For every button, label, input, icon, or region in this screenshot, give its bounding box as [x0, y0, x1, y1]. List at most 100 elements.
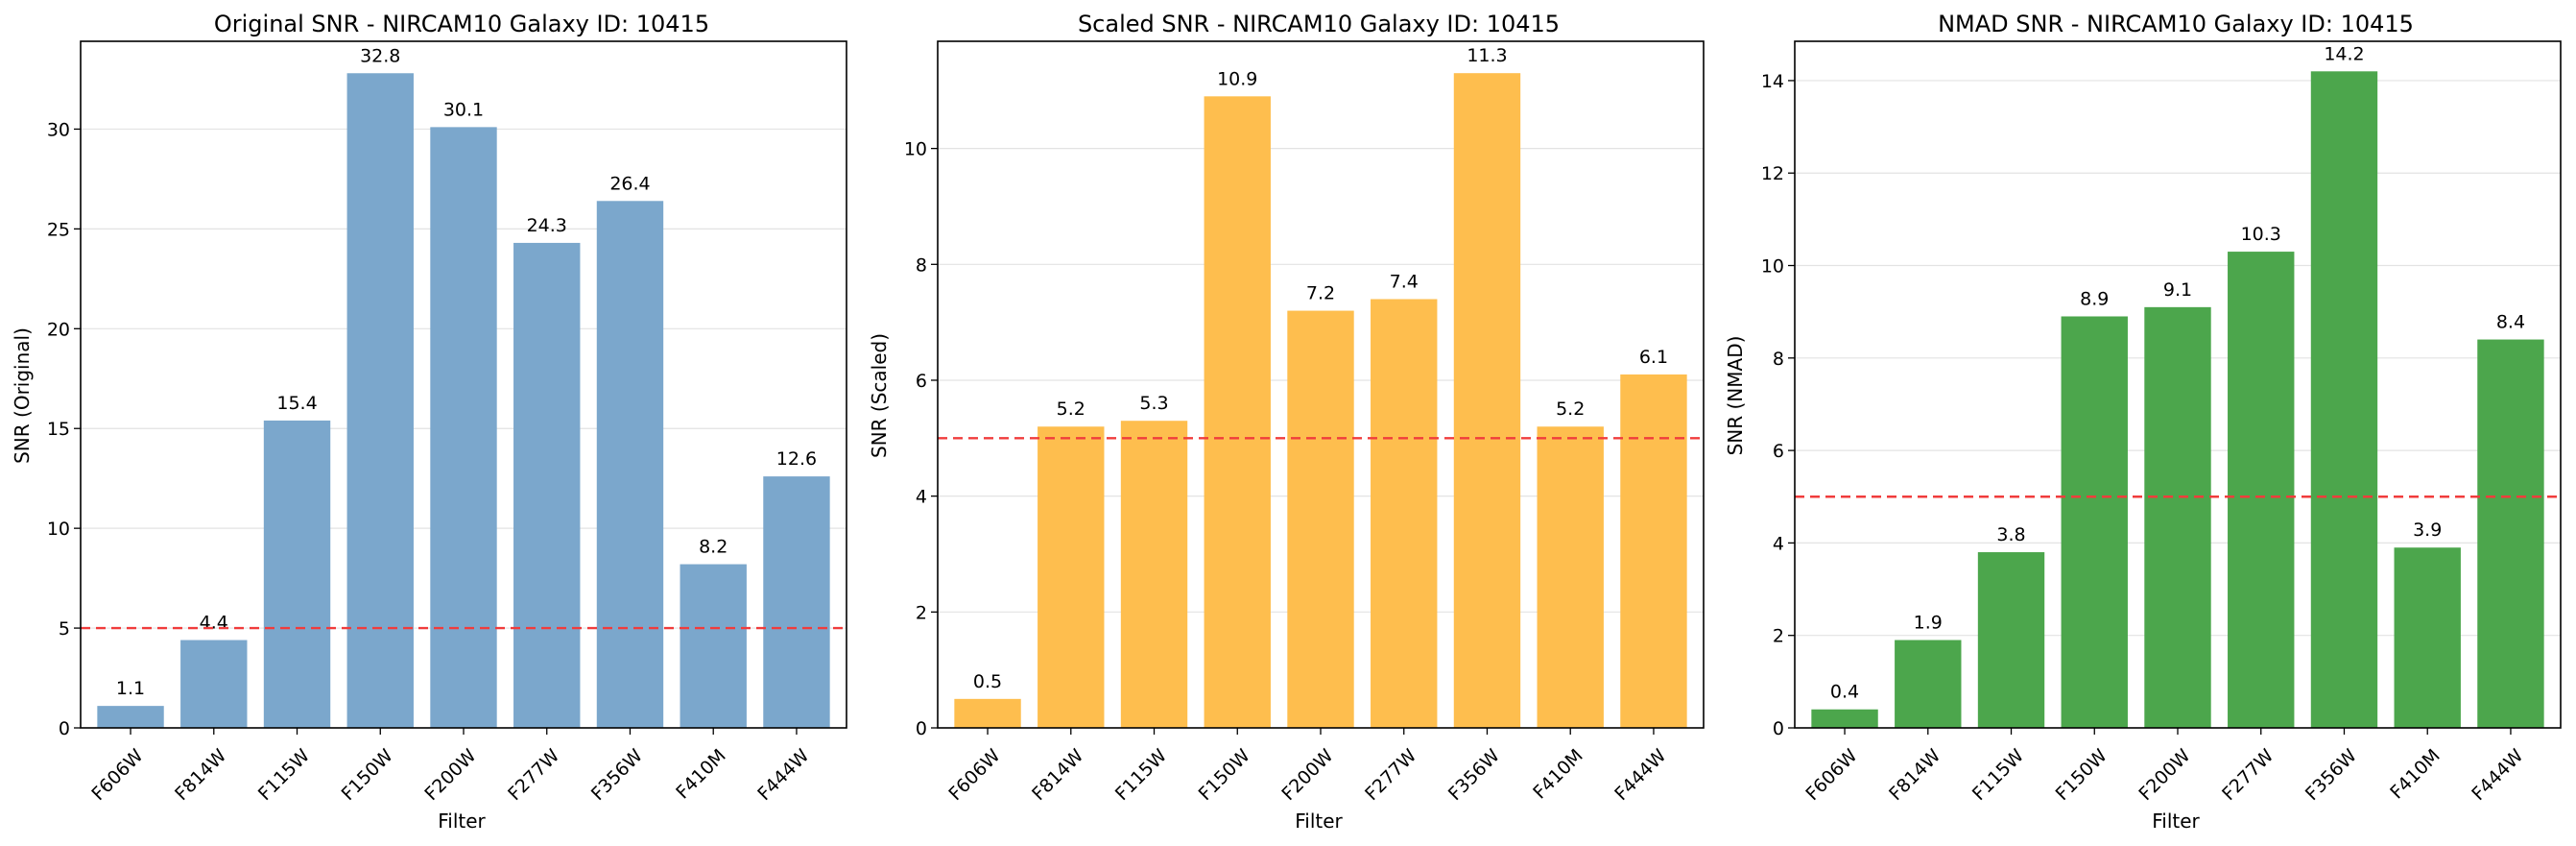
x-tick-label: F356W [2302, 745, 2361, 805]
x-tick-label: F410M [2386, 745, 2445, 804]
y-tick-label: 20 [47, 319, 70, 340]
bar-f606w [954, 698, 1021, 728]
x-axis-ticks: F606W F814W F115W F150W F200W F277W F356W F410M… [1801, 728, 2528, 805]
y-axis-ticks: 0 5 10 15 20 25 30 [47, 119, 81, 739]
y-tick-label: 25 [47, 219, 70, 240]
bar-f444w [1620, 374, 1687, 728]
bar-f200w [1287, 310, 1354, 728]
plot-frame [937, 40, 1705, 729]
bars: 0.4 1.9 3.8 8.9 9.1 10.3 14.2 3.9 8.4 [1811, 43, 2544, 729]
x-tick-label: F814W [1885, 745, 1944, 805]
y-tick-label: 2 [1773, 626, 1784, 647]
chart-title: Scaled SNR - NIRCAM10 Galaxy ID: 10415 [1078, 11, 1560, 37]
bar-value-label: 5.2 [1556, 399, 1585, 420]
x-tick-label: F444W [1610, 745, 1670, 805]
y-axis-ticks: 0 2 4 6 8 10 [904, 139, 938, 739]
x-tick-label: F606W [1801, 745, 1861, 805]
bar-f814w [1038, 426, 1105, 728]
x-tick-label: F356W [587, 745, 647, 805]
y-axis-label: SNR (NMAD) [1724, 336, 1747, 456]
x-axis-label: Filter [2152, 810, 2200, 833]
y-tick-label: 12 [1761, 163, 1784, 184]
bar-f115w [1977, 552, 2045, 728]
bar-f150w [346, 73, 414, 729]
bar-f277w [2228, 252, 2295, 728]
y-tick-label: 30 [47, 119, 70, 140]
x-tick-label: F200W [420, 745, 480, 805]
bar-value-label: 3.9 [2413, 520, 2442, 541]
bar-f277w [513, 242, 581, 729]
y-tick-label: 0 [916, 718, 927, 739]
bar-f606w [1811, 709, 1878, 728]
bar-value-label: 0.5 [973, 671, 1002, 692]
y-tick-label: 8 [916, 254, 927, 276]
bar-value-label: 9.1 [2163, 279, 2192, 301]
bar-f115w [263, 420, 331, 728]
x-tick-label: F444W [753, 745, 813, 805]
bar-value-label: 1.9 [1914, 613, 1943, 634]
bar-f356w [2310, 71, 2378, 729]
bar-f356w [596, 201, 664, 729]
bar-value-label: 1.1 [116, 678, 145, 699]
bar-value-label: 12.6 [776, 448, 817, 470]
x-tick-label: F606W [944, 745, 1004, 805]
y-axis-label: SNR (Scaled) [868, 333, 891, 458]
x-tick-label: F410M [672, 745, 730, 804]
bar-value-label: 32.8 [360, 45, 400, 66]
x-tick-label: F150W [338, 745, 397, 805]
bar-value-label: 30.1 [443, 99, 484, 120]
bars: 0.5 5.2 5.3 10.9 7.2 7.4 11.3 5.2 6.1 [954, 45, 1687, 728]
bar-f410m [1537, 426, 1604, 728]
y-axis-ticks: 0 2 4 6 8 10 12 14 [1761, 71, 1795, 739]
bar-f444w [763, 476, 830, 728]
bar-f410m [680, 564, 747, 728]
y-tick-label: 6 [1773, 441, 1784, 462]
bar-value-label: 10.9 [1217, 68, 1257, 89]
y-tick-label: 14 [1761, 71, 1784, 92]
bar-f814w [1895, 640, 1962, 728]
bar-f444w [2477, 339, 2544, 728]
x-tick-label: F277W [504, 745, 563, 805]
chart-title: NMAD SNR - NIRCAM10 Galaxy ID: 10415 [1938, 11, 2414, 37]
bar-value-label: 8.2 [699, 537, 727, 558]
bar-f606w [97, 706, 164, 728]
bar-f200w [430, 127, 497, 728]
y-tick-label: 4 [916, 487, 927, 508]
bars: 1.1 4.4 15.4 32.8 30.1 24.3 26.4 8.2 12.6 [97, 45, 830, 729]
bar-value-label: 8.9 [2080, 288, 2109, 309]
bar-value-label: 8.4 [2496, 312, 2525, 333]
y-tick-label: 0 [59, 718, 70, 739]
x-tick-label: F115W [1111, 745, 1171, 805]
x-tick-label: F150W [1195, 745, 1254, 805]
x-axis-ticks: F606W F814W F115W F150W F200W F277W F356W F410M… [87, 728, 814, 805]
chart-panel-original-snr: Original SNR - NIRCAM10 Galaxy ID: 10415… [11, 11, 847, 833]
x-tick-label: F444W [2468, 745, 2527, 805]
bar-f410m [2394, 547, 2461, 728]
x-tick-label: F606W [87, 745, 147, 805]
chart-panel-scaled-snr: Scaled SNR - NIRCAM10 Galaxy ID: 10415 F… [868, 11, 1705, 833]
bar-value-label: 5.3 [1139, 393, 1168, 414]
y-tick-label: 6 [916, 371, 927, 392]
x-axis-label: Filter [438, 810, 486, 833]
x-tick-label: F200W [2135, 745, 2194, 805]
bar-f150w [1204, 96, 1271, 728]
bar-value-label: 11.3 [1467, 45, 1507, 66]
x-tick-label: F200W [1277, 745, 1337, 805]
x-tick-label: F277W [1361, 745, 1420, 805]
x-tick-label: F814W [1028, 745, 1087, 805]
bar-value-label: 26.4 [609, 173, 650, 194]
y-tick-label: 15 [47, 419, 70, 440]
y-tick-label: 10 [47, 519, 70, 540]
y-tick-label: 2 [916, 602, 927, 623]
y-tick-label: 5 [59, 618, 70, 640]
bar-f356w [1453, 73, 1521, 728]
bar-f150w [2061, 316, 2128, 728]
chart-title: Original SNR - NIRCAM10 Galaxy ID: 10415 [214, 11, 709, 37]
x-tick-label: F356W [1444, 745, 1504, 805]
bar-value-label: 0.4 [1830, 682, 1859, 703]
bar-value-label: 24.3 [527, 215, 567, 236]
bar-value-label: 5.2 [1057, 399, 1085, 420]
y-tick-label: 10 [904, 139, 927, 160]
x-axis-label: Filter [1295, 810, 1343, 833]
